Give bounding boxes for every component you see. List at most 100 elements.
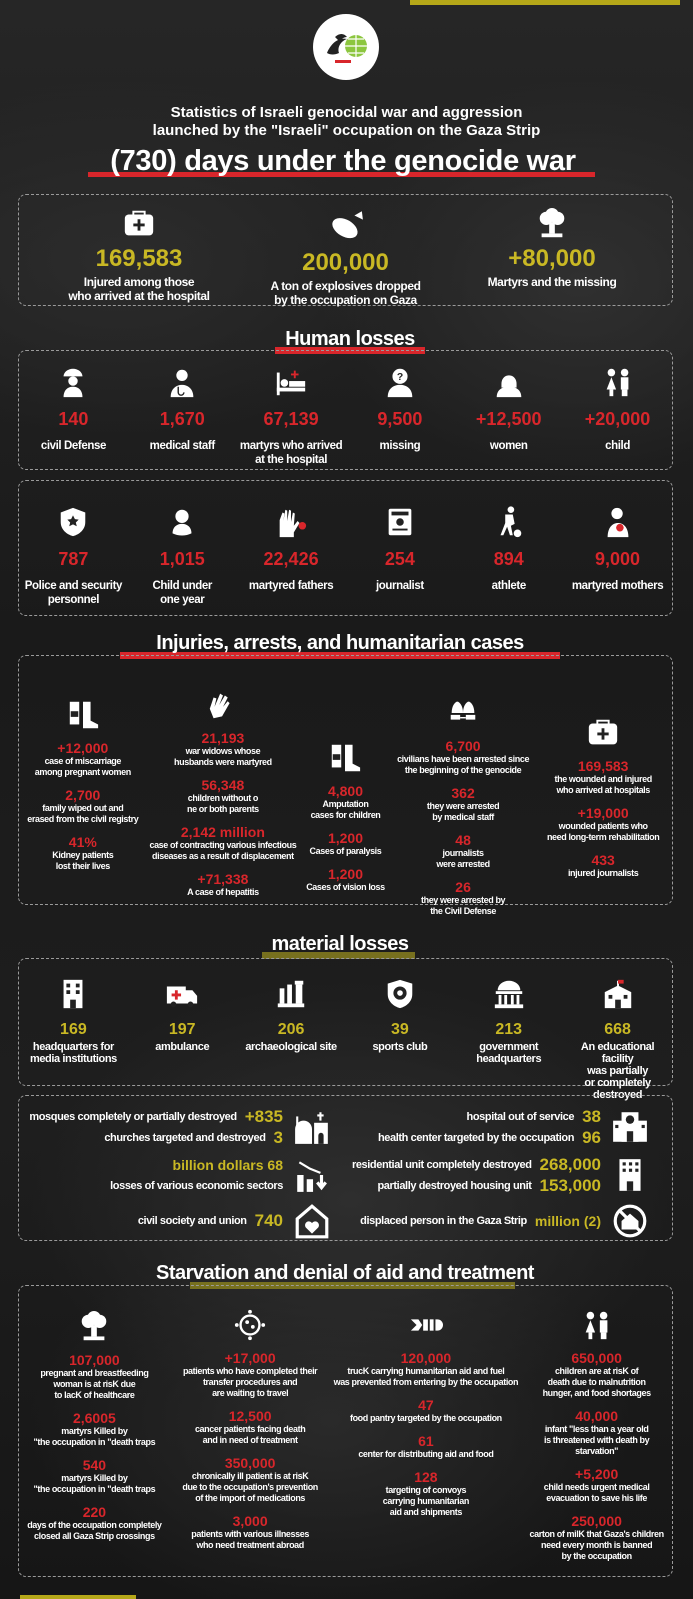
stat-value: 650,000 — [571, 1350, 622, 1366]
summary-box: 169,583 Injured among those who arrived a… — [18, 194, 673, 307]
stat-label: Police and security personnel — [24, 580, 123, 606]
material-stat: 213 government headquarters — [456, 977, 561, 1101]
stat-value: 169,583 — [577, 758, 629, 774]
doctor-icon — [170, 369, 194, 398]
human-loss-stat: 140 civil Defense — [21, 365, 126, 467]
human-loss-stat: 787 Police and security personnel — [21, 505, 126, 607]
starvation-title: Starvation and denial of aid and treatme… — [156, 1262, 534, 1284]
summary-stat: 169,583 Injured among those who arrived a… — [39, 207, 239, 307]
material-line: losses of various economic sectors — [110, 1175, 283, 1196]
material-lines: displaced person in the Gaza Strip millio… — [360, 1211, 601, 1232]
stat-label: pregnant and breastfeeding woman is at r… — [40, 1368, 149, 1400]
stat-label: ambulance — [155, 1041, 210, 1053]
stat-label: child needs urgent medical evacuation to… — [543, 1482, 650, 1503]
human-loss-stat: ? 9,500 missing — [347, 365, 452, 467]
stat-value: 350,000 — [224, 1455, 276, 1471]
material-line: displaced person in the Gaza Strip millio… — [360, 1211, 601, 1232]
stat-value: 894 — [493, 549, 524, 569]
organization-logo — [313, 14, 379, 80]
material-line: mosques completely or partially destroye… — [29, 1106, 283, 1127]
stat-value: +71,338 — [197, 871, 249, 887]
stat-value: 41% — [68, 834, 97, 850]
stat-label: Kidney patients lost their lives — [52, 850, 114, 871]
injury-column: 21,193 war widows whose husbands were mar… — [148, 656, 298, 898]
stat-label: they were arrested by the Civil Defense — [421, 895, 506, 916]
material-value: 268,000 — [539, 1154, 601, 1174]
material-line: billion dollars 68 — [110, 1154, 283, 1175]
archaeological-columns-icon — [277, 980, 305, 1008]
summary-stat: +80,000 Martyrs and the missing — [452, 207, 652, 307]
material-lines: civil society and union 740 — [138, 1211, 283, 1232]
stat-label: injured journalists — [567, 868, 639, 878]
stat-label: journalist — [376, 580, 424, 592]
woman-icon — [496, 375, 521, 398]
stat-value: 213 — [495, 1021, 523, 1038]
explosion-icon — [539, 207, 565, 238]
material-box-1: 169 headquarters for media institutions 19… — [18, 958, 673, 1101]
stat-label: Amputation cases for children — [310, 799, 381, 820]
material-group: billion dollars 68 losses of various econ… — [19, 1154, 339, 1196]
stat-label: archaeological site — [245, 1041, 337, 1053]
stat-label: chronically ill patient is at risK due t… — [182, 1471, 318, 1503]
stat-label: they were arrested by medical staff — [426, 801, 500, 822]
stat-value: +17,000 — [224, 1350, 276, 1366]
material-lines: residential unit completely destroyed 268… — [352, 1154, 601, 1196]
ambulance-icon — [167, 986, 198, 1008]
stat-label: headquarters for media institutions — [29, 1041, 117, 1065]
press-card-icon — [388, 508, 412, 536]
stat-label: wounded patients who need long-term reha… — [546, 821, 660, 842]
medkit-icon — [589, 719, 618, 745]
material-stat: 668 An educational facility was partially… — [565, 977, 670, 1101]
human-losses-title: Human losses — [285, 328, 415, 350]
material-group: mosques completely or partially destroye… — [19, 1106, 339, 1148]
stat-label: An educational facility was partially or… — [580, 1041, 655, 1101]
stat-label: cancer patients facing death and in need… — [194, 1424, 306, 1445]
apartment-icon — [619, 1159, 641, 1191]
summary-stat: 200,000 A ton of explosives dropped by th… — [246, 207, 446, 307]
material-stat: 169 headquarters for media institutions — [21, 977, 126, 1101]
headline-underline — [88, 172, 595, 177]
hospital-bed-icon — [276, 370, 306, 396]
human-loss-stat: 67,139 martyrs who arrived at the hospita… — [239, 365, 344, 467]
stat-value: 200,000 — [302, 249, 389, 276]
material-label: losses of various economic sectors — [110, 1179, 283, 1192]
stat-label: women — [489, 440, 528, 452]
stat-value: 169,583 — [95, 245, 183, 272]
stat-value: +12,000 — [57, 740, 109, 756]
stat-value: 1,015 — [159, 549, 205, 569]
handcuffs-icon — [450, 701, 476, 720]
stat-value: 2,700 — [65, 787, 101, 803]
stat-label: Cases of vision loss — [306, 882, 385, 892]
stat-value: 9,000 — [595, 549, 641, 569]
stat-label: martyrs Killed by "the occupation in "de… — [33, 1473, 156, 1494]
stat-label: family wiped out and erased from the civ… — [27, 803, 139, 824]
school-icon — [604, 979, 631, 1009]
government-building-icon — [494, 980, 523, 1009]
material-value: billion dollars 68 — [172, 1156, 283, 1173]
stat-label: sports club — [372, 1041, 428, 1053]
missile-icon — [410, 1319, 443, 1331]
baby-icon — [172, 509, 192, 536]
material-group: civil society and union 740 — [19, 1202, 339, 1240]
children-icon — [606, 368, 628, 397]
stat-label: athlete — [491, 580, 527, 592]
injuries-title: Injuries, arrests, and humanitarian case… — [156, 632, 524, 654]
injured-leg-icon — [332, 744, 361, 772]
subtitle-line-1: Statistics of Israeli genocidal war and … — [170, 104, 523, 121]
material-value: 740 — [254, 1211, 283, 1230]
stat-label: case of miscarriage among pregnant women — [34, 756, 131, 777]
stat-label: days of the occupation completely closed… — [27, 1520, 162, 1541]
stat-value: +80,000 — [508, 245, 596, 272]
stat-value: 433 — [591, 852, 615, 868]
human-loss-stat: 9,000 martyred mothers — [565, 505, 670, 607]
material-value: million (2) — [534, 1213, 601, 1229]
stat-value: 26 — [455, 879, 471, 895]
material-line: civil society and union 740 — [138, 1211, 283, 1232]
virus-icon — [235, 1309, 266, 1341]
injured-leg-icon — [69, 701, 98, 729]
stat-label: civil Defense — [40, 440, 107, 452]
stat-value: 61 — [418, 1433, 434, 1449]
stat-label: war widows whose husbands were martyred — [174, 746, 272, 767]
mosque-church-icon — [295, 1112, 328, 1144]
